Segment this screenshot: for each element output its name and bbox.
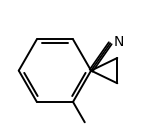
Text: N: N: [113, 35, 124, 49]
